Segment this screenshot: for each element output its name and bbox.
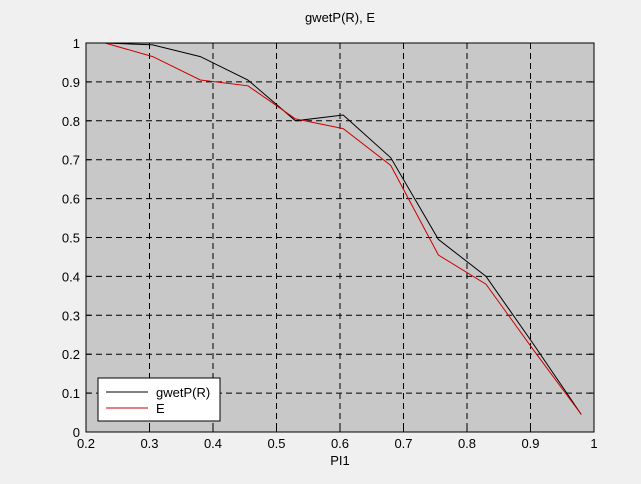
legend-label: gwetP(R) <box>156 385 210 400</box>
series-line-1 <box>104 42 582 415</box>
y-tick-label: 0.4 <box>62 269 80 284</box>
x-tick-label: 0.6 <box>331 436 349 451</box>
y-tick-label: 0.9 <box>62 75 80 90</box>
y-tick-label: 0 <box>73 425 80 440</box>
chart-title: gwetP(R), E <box>305 10 375 25</box>
ticks: 0.2 0.3 0.4 0.5 0.6 0.7 0.8 0.9 1 0 0.1 0.2 0.3 0.4 0.… <box>62 36 598 451</box>
y-tick-label: 0.6 <box>62 192 80 207</box>
y-tick-label: 0.7 <box>62 153 80 168</box>
legend-label: E <box>156 401 165 416</box>
series-layer <box>104 42 582 415</box>
y-tick-label: 0.3 <box>62 308 80 323</box>
legend: gwetP(R)E <box>97 377 221 422</box>
y-tick-label: 0.5 <box>62 231 80 246</box>
y-tick-label: 1 <box>73 36 80 51</box>
x-tick-label: 0.4 <box>204 436 222 451</box>
x-tick-label: 0.2 <box>77 436 95 451</box>
x-tick-label: 0.8 <box>458 436 476 451</box>
x-tick-label: 0.3 <box>140 436 158 451</box>
y-tick-label: 0.2 <box>62 347 80 362</box>
series-line-2 <box>104 42 582 415</box>
legend-box <box>97 377 221 422</box>
x-tick-label: 0.7 <box>394 436 412 451</box>
y-tick-label: 0.8 <box>62 114 80 129</box>
x-tick-label: 1 <box>590 436 597 451</box>
x-tick-label: 0.5 <box>267 436 285 451</box>
y-tick-label: 0.1 <box>62 386 80 401</box>
x-axis-label: PI1 <box>330 453 350 468</box>
x-tick-label: 0.9 <box>521 436 539 451</box>
